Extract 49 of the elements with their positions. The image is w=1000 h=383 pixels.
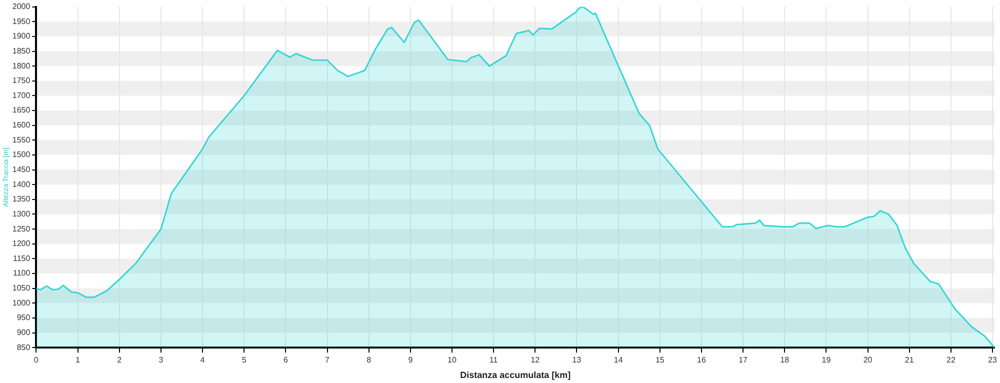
x-tick-label: 19 [822,356,832,365]
x-tick-label: 20 [863,356,873,365]
y-tick-label: 1650 [12,106,31,115]
x-tick-label: 5 [242,356,247,365]
x-tick-label: 1 [76,356,81,365]
y-tick-label: 1800 [12,61,31,70]
y-tick-label: 1050 [12,284,31,293]
y-tick-label: 1400 [12,180,31,189]
y-tick-label: 1750 [12,76,31,86]
y-tick-label: 900 [16,328,31,337]
x-tick-label: 15 [655,356,665,365]
x-tick-label: 8 [366,356,372,365]
y-tick-label: 1350 [12,194,31,204]
y-tick-label: 1100 [12,268,31,278]
x-tick-label: 12 [530,356,540,365]
y-tick-label: 1900 [12,32,31,41]
x-tick-label: 14 [614,356,624,365]
x-tick-label: 22 [946,356,956,365]
x-tick-label: 23 [988,356,998,365]
x-tick-label: 2 [117,356,122,365]
y-tick-label: 1150 [12,254,31,263]
y-tick-label: 1850 [12,46,31,56]
x-tick-label: 9 [408,356,414,365]
y-tick-label: 1700 [12,90,31,100]
y-tick-label: 1600 [12,120,31,130]
y-tick-label: 1550 [12,135,31,144]
y-tick-label: 1500 [12,150,31,160]
x-tick-label: 11 [489,356,498,365]
y-tick-label: 1300 [12,209,31,218]
x-tick-label: 18 [780,356,790,365]
x-tick-label: 16 [697,356,706,365]
x-tick-label: 21 [904,356,914,365]
y-tick-label: 1000 [12,298,31,308]
x-tick-label: 3 [158,356,164,365]
x-tick-label: 7 [325,356,330,365]
x-tick-label: 6 [283,356,288,365]
y-tick-label: 1950 [12,16,31,26]
x-tick-label: 13 [572,356,582,365]
x-tick-label: 4 [200,356,206,365]
y-tick-label: 950 [16,313,31,322]
x-tick-label: 10 [448,356,457,365]
y-tick-label: 1250 [12,224,31,234]
y-tick-label: 1200 [12,239,31,248]
y-tick-label: 850 [16,342,31,352]
x-axis-title: Distanza accumulata [km] [460,370,571,380]
y-tick-label: 1450 [12,164,31,174]
x-tick-label: 17 [738,356,748,365]
y-tick-label: 2000 [12,2,31,12]
x-tick-label: 0 [34,356,39,365]
